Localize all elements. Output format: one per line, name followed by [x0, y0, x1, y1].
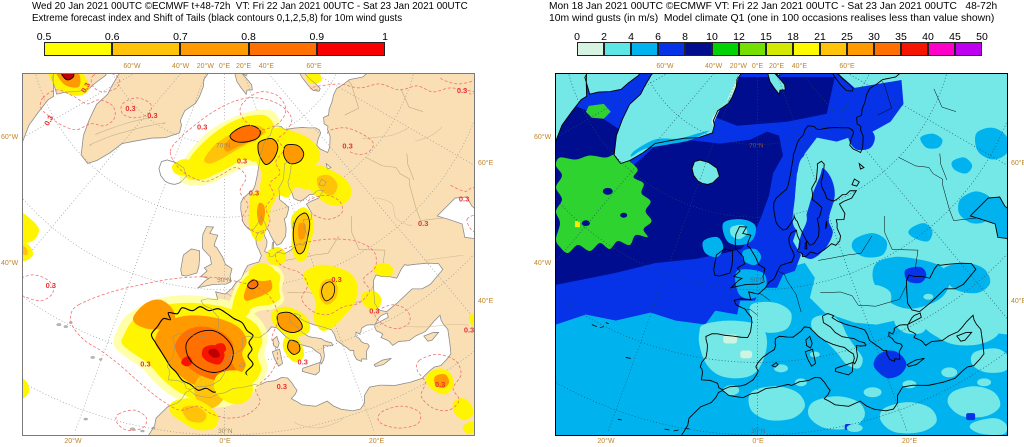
svg-text:50°N: 50°N — [217, 276, 232, 284]
svg-text:0.3: 0.3 — [140, 359, 150, 368]
svg-text:0.3: 0.3 — [298, 357, 308, 366]
svg-text:70°N: 70°N — [749, 142, 764, 150]
svg-text:30°N: 30°N — [751, 427, 766, 435]
svg-text:0.3: 0.3 — [435, 380, 445, 389]
svg-text:0.3: 0.3 — [331, 275, 341, 284]
svg-text:0.3: 0.3 — [369, 307, 379, 316]
svg-text:0.3: 0.3 — [46, 281, 56, 290]
svg-text:30°N: 30°N — [218, 427, 233, 435]
svg-text:0.3: 0.3 — [249, 188, 259, 197]
svg-text:0.3: 0.3 — [342, 142, 352, 151]
svg-text:0.3: 0.3 — [197, 123, 207, 132]
svg-text:0.3: 0.3 — [147, 111, 157, 120]
svg-text:0.3: 0.3 — [459, 194, 469, 203]
svg-text:0.3: 0.3 — [464, 326, 474, 335]
svg-text:0.3: 0.3 — [125, 104, 135, 113]
svg-text:70°N: 70°N — [216, 142, 231, 150]
svg-text:0.3: 0.3 — [457, 86, 467, 95]
svg-text:0.3: 0.3 — [277, 382, 287, 391]
svg-text:50°N: 50°N — [750, 276, 765, 284]
svg-text:0.3: 0.3 — [418, 219, 428, 228]
svg-text:0.3: 0.3 — [79, 81, 92, 94]
svg-text:0.3: 0.3 — [42, 114, 55, 127]
svg-text:0.3: 0.3 — [237, 157, 247, 166]
